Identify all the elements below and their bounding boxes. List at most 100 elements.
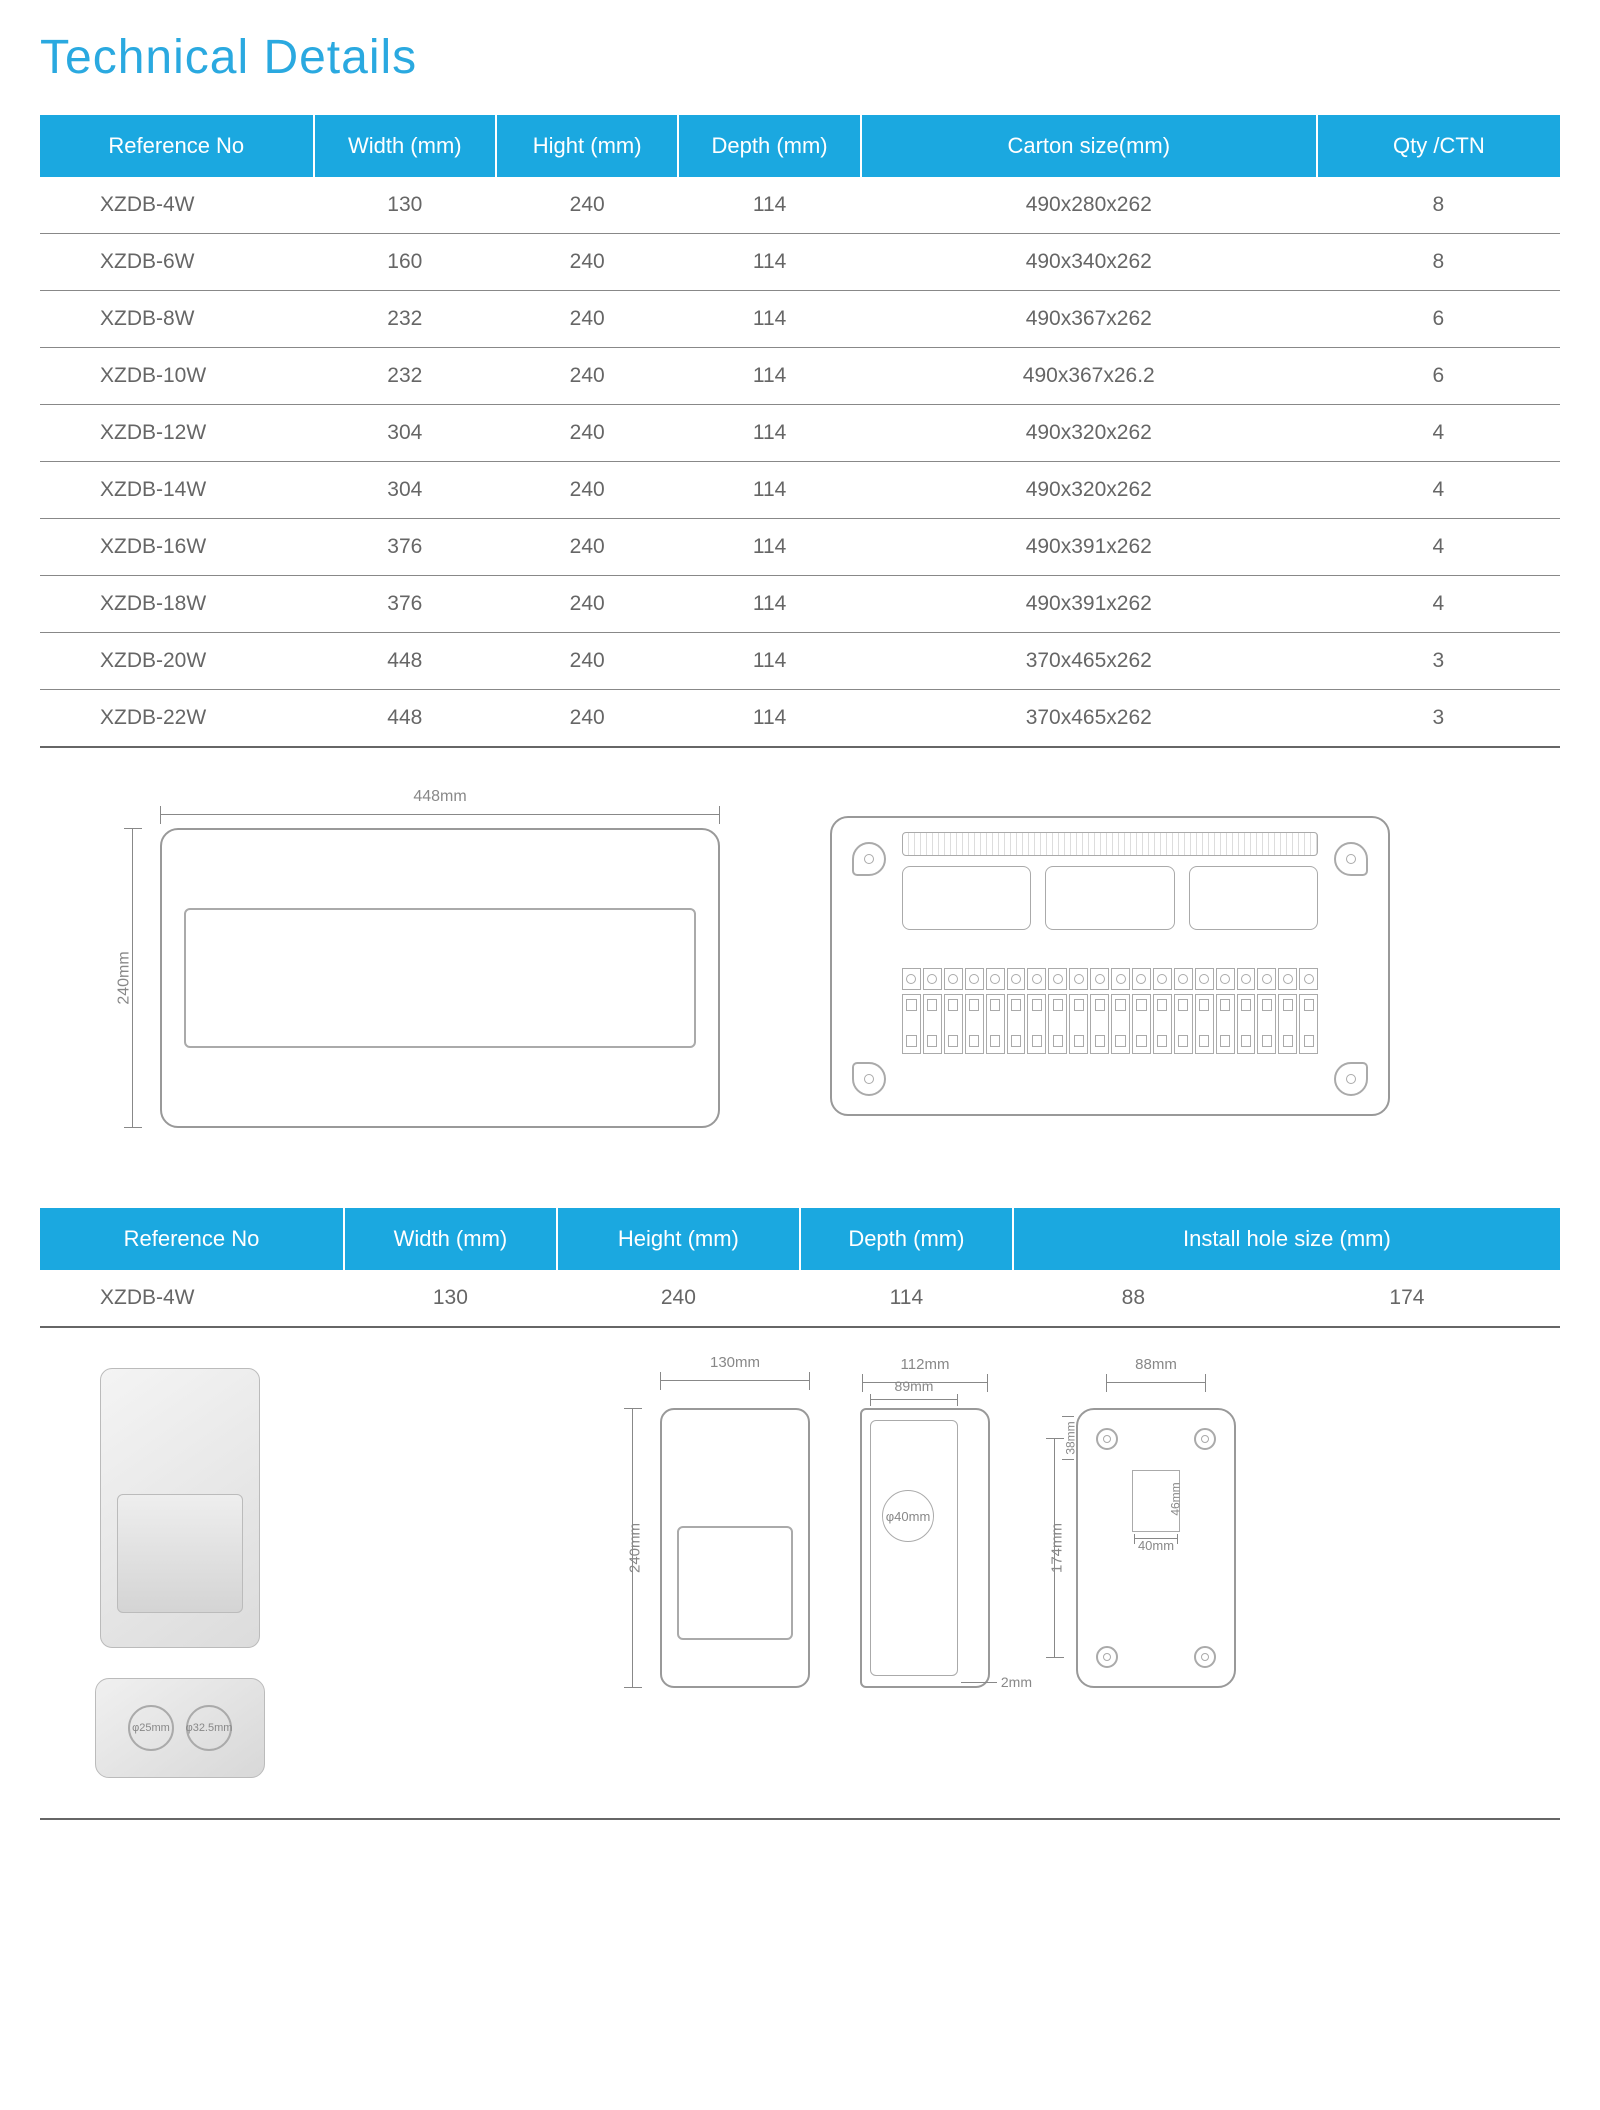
table-cell: 114: [678, 234, 860, 291]
table-cell: 8: [1317, 177, 1560, 234]
screw-hole-icon: [1194, 1646, 1216, 1668]
screw-hole-icon: [1096, 1428, 1118, 1450]
dim-label: 130mm: [661, 1354, 809, 1371]
table-cell: 376: [314, 519, 496, 576]
table-cell: 490x367x26.2: [861, 348, 1317, 405]
diagram-row-large: 448mm 240mm: [40, 788, 1560, 1128]
table-cell: 3: [1317, 690, 1560, 748]
table-cell: XZDB-6W: [40, 234, 314, 291]
table-cell: 490x391x262: [861, 519, 1317, 576]
table-cell: 130: [344, 1270, 557, 1327]
table-cell: XZDB-4W: [40, 177, 314, 234]
table-cell: XZDB-4W: [40, 1270, 344, 1327]
table-cell: 6: [1317, 291, 1560, 348]
table-cell: 88: [1013, 1270, 1254, 1327]
small-front-drawing: 130mm 240mm: [624, 1372, 810, 1688]
mount-hole-icon: [852, 842, 886, 876]
table-cell: 114: [678, 576, 860, 633]
product-photo-base: φ25mm φ32.5mm: [95, 1678, 265, 1778]
table-cell: 240: [496, 519, 678, 576]
table-cell: 240: [496, 633, 678, 690]
table-cell: XZDB-10W: [40, 348, 314, 405]
table-cell: 114: [678, 462, 860, 519]
table-cell: 114: [678, 519, 860, 576]
table-cell: 304: [314, 405, 496, 462]
table-header: Reference No: [40, 1208, 344, 1270]
screw-hole-icon: [1096, 1646, 1118, 1668]
table-cell: 114: [678, 348, 860, 405]
table-cell: 8: [1317, 234, 1560, 291]
small-back-drawing: 88mm 174mm 38mm 46mm 40mm: [1040, 1368, 1236, 1688]
knockout-icon: φ32.5mm: [186, 1705, 232, 1751]
dim-width-label: 448mm: [160, 788, 720, 806]
table-cell: 240: [496, 462, 678, 519]
table-cell: 240: [496, 291, 678, 348]
table-cell: 376: [314, 576, 496, 633]
table-header: Carton size(mm): [861, 115, 1317, 177]
table-cell: 490x280x262: [861, 177, 1317, 234]
table-cell: 240: [496, 576, 678, 633]
table-cell: 490x391x262: [861, 576, 1317, 633]
table-cell: 490x340x262: [861, 234, 1317, 291]
table-row: XZDB-4W130240114490x280x2628: [40, 177, 1560, 234]
dim-label: 88mm: [1107, 1356, 1205, 1373]
table-cell: 3: [1317, 633, 1560, 690]
table-row: XZDB-4W13024011488174: [40, 1270, 1560, 1327]
product-photo-front: [100, 1368, 260, 1648]
table-row: XZDB-14W304240114490x320x2624: [40, 462, 1560, 519]
dim-label: 38mm: [1064, 1421, 1078, 1454]
dim-label: 46mm: [1168, 1482, 1182, 1515]
table-cell: 490x320x262: [861, 462, 1317, 519]
table-header: Height (mm): [557, 1208, 800, 1270]
table-cell: 4: [1317, 405, 1560, 462]
table-header: Reference No: [40, 115, 314, 177]
table-row: XZDB-20W448240114370x465x2623: [40, 633, 1560, 690]
table-cell: XZDB-20W: [40, 633, 314, 690]
table-row: XZDB-12W304240114490x320x2624: [40, 405, 1560, 462]
table-cell: 130: [314, 177, 496, 234]
table-cell: 6: [1317, 348, 1560, 405]
spec-table-1: Reference NoWidth (mm)Hight (mm)Depth (m…: [40, 115, 1560, 748]
table-cell: 114: [678, 690, 860, 748]
screw-hole-icon: [1194, 1428, 1216, 1450]
table-row: XZDB-6W160240114490x340x2628: [40, 234, 1560, 291]
table-cell: 4: [1317, 462, 1560, 519]
table-cell: XZDB-8W: [40, 291, 314, 348]
dim-label: 174mm: [1049, 1523, 1066, 1573]
knockout-icon: φ25mm: [128, 1705, 174, 1751]
table-cell: XZDB-12W: [40, 405, 314, 462]
table-cell: 490x320x262: [861, 405, 1317, 462]
table-cell: 160: [314, 234, 496, 291]
table-row: XZDB-18W376240114490x391x2624: [40, 576, 1560, 633]
spec-table-2: Reference NoWidth (mm)Height (mm)Depth (…: [40, 1208, 1560, 1328]
table-header: Qty /CTN: [1317, 115, 1560, 177]
small-side-drawing: 112mm 89mm φ40mm 2mm: [860, 1368, 990, 1688]
table-cell: 240: [557, 1270, 800, 1327]
table-cell: XZDB-18W: [40, 576, 314, 633]
table-cell: 114: [678, 177, 860, 234]
page-title: Technical Details: [40, 30, 1560, 85]
table-row: XZDB-16W376240114490x391x2624: [40, 519, 1560, 576]
mount-hole-icon: [852, 1062, 886, 1096]
table-cell: 240: [496, 177, 678, 234]
enclosure-inside-view: [830, 816, 1390, 1116]
table-row: XZDB-8W232240114490x367x2626: [40, 291, 1560, 348]
diagram-row-small: φ25mm φ32.5mm 130mm 240mm 112mm 89mm φ40…: [40, 1368, 1560, 1820]
table-cell: 232: [314, 348, 496, 405]
table-cell: 370x465x262: [861, 633, 1317, 690]
table-row: XZDB-22W448240114370x465x2623: [40, 690, 1560, 748]
table-cell: 370x465x262: [861, 690, 1317, 748]
table-cell: 240: [496, 690, 678, 748]
table-cell: XZDB-22W: [40, 690, 314, 748]
table-cell: 240: [496, 405, 678, 462]
table-header: Depth (mm): [800, 1208, 1013, 1270]
table-cell: 174: [1254, 1270, 1560, 1327]
dim-label: 112mm: [863, 1356, 987, 1373]
table-cell: 114: [800, 1270, 1013, 1327]
table-cell: 240: [496, 234, 678, 291]
table-header: Install hole size (mm): [1013, 1208, 1560, 1270]
table-cell: 114: [678, 633, 860, 690]
table-cell: 448: [314, 690, 496, 748]
dim-label: 2mm: [1001, 1674, 1032, 1690]
table-cell: 114: [678, 291, 860, 348]
